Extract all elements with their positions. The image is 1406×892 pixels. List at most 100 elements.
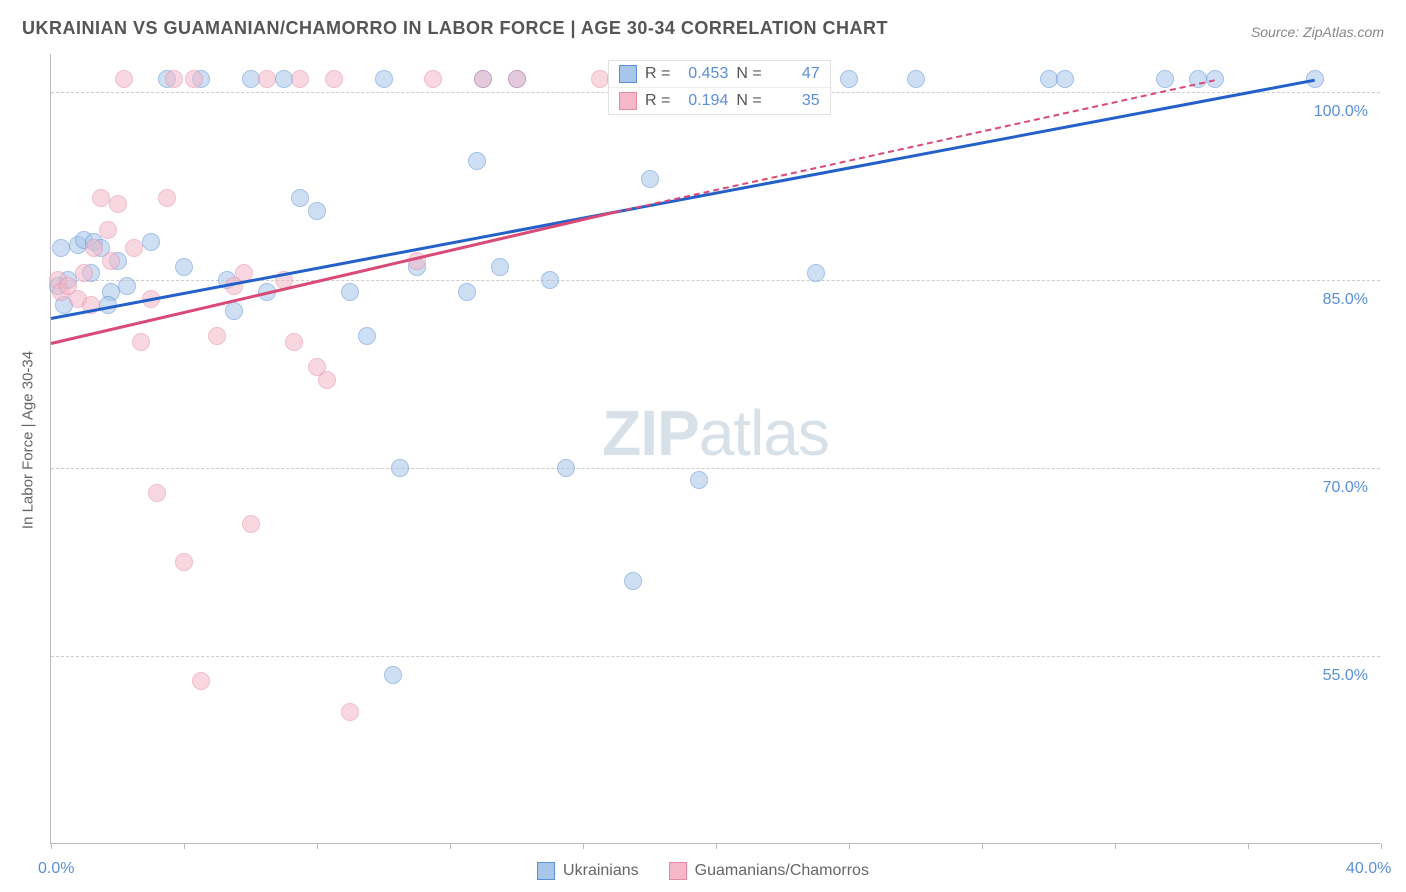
scatter-point [258,70,276,88]
gridline [51,468,1380,469]
x-tick [583,843,584,849]
x-tick-max: 40.0% [1346,860,1391,878]
scatter-point [1040,70,1058,88]
x-tick [317,843,318,849]
scatter-point [491,258,509,276]
legend-item: Ukrainians [537,862,639,880]
scatter-point [118,277,136,295]
scatter-point [158,189,176,207]
scatter-point [1156,70,1174,88]
legend-item: Guamanians/Chamorros [669,862,869,880]
x-tick [716,843,717,849]
x-tick [51,843,52,849]
scatter-point [99,221,117,239]
scatter-point [341,283,359,301]
stats-row: R = 0.453 N = 47 [609,61,830,88]
y-tick-label: 85.0% [1323,291,1368,309]
scatter-point [641,170,659,188]
n-value: 47 [770,65,820,83]
n-value: 35 [770,92,820,110]
watermark: ZIPatlas [602,396,829,470]
legend-label: Ukrainians [563,862,639,880]
x-tick [450,843,451,849]
scatter-point [840,70,858,88]
trendline [51,211,617,346]
scatter-point [474,70,492,88]
scatter-point [102,252,120,270]
n-label: N = [736,92,761,110]
scatter-point [341,703,359,721]
x-tick [1248,843,1249,849]
legend: Ukrainians Guamanians/Chamorros [537,862,869,880]
trendline [51,79,1315,320]
scatter-point [125,239,143,257]
scatter-point [285,333,303,351]
scatter-point [132,333,150,351]
scatter-point [591,70,609,88]
scatter-point [92,189,110,207]
watermark-light: atlas [699,397,829,469]
source-label: Source: ZipAtlas.com [1251,24,1384,40]
scatter-point [208,327,226,345]
stats-box: R = 0.453 N = 47 R = 0.194 N = 35 [608,60,831,115]
watermark-bold: ZIP [602,397,699,469]
scatter-point [508,70,526,88]
scatter-point [1056,70,1074,88]
scatter-point [308,202,326,220]
scatter-point [225,302,243,320]
scatter-point [557,459,575,477]
scatter-point [75,264,93,282]
scatter-point [291,70,309,88]
x-tick [184,843,185,849]
scatter-point [690,471,708,489]
legend-label: Guamanians/Chamorros [695,862,869,880]
scatter-point [384,666,402,684]
r-label: R = [645,92,670,110]
scatter-point [115,70,133,88]
gridline [51,656,1380,657]
scatter-point [109,195,127,213]
scatter-point [907,70,925,88]
scatter-point [148,484,166,502]
scatter-point [242,515,260,533]
scatter-point [175,258,193,276]
scatter-point [468,152,486,170]
legend-swatch [537,862,555,880]
scatter-point [624,572,642,590]
scatter-point [52,239,70,257]
scatter-point [85,239,103,257]
series-swatch [619,92,637,110]
r-value: 0.453 [678,65,728,83]
y-tick-label: 100.0% [1314,103,1368,121]
scatter-point [391,459,409,477]
legend-swatch [669,862,687,880]
scatter-point [375,70,393,88]
r-label: R = [645,65,670,83]
scatter-point [185,70,203,88]
n-label: N = [736,65,761,83]
stats-row: R = 0.194 N = 35 [609,88,830,114]
scatter-point [275,70,293,88]
chart-title: UKRAINIAN VS GUAMANIAN/CHAMORRO IN LABOR… [22,18,888,39]
scatter-point [175,553,193,571]
y-tick-label: 70.0% [1323,479,1368,497]
scatter-point [541,271,559,289]
x-tick [849,843,850,849]
scatter-point [291,189,309,207]
plot-area: ZIPatlas 55.0% 70.0% 85.0% 100.0% [50,54,1380,844]
r-value: 0.194 [678,92,728,110]
scatter-point [458,283,476,301]
x-tick-min: 0.0% [38,860,74,878]
y-axis-title: In Labor Force | Age 30-34 [20,351,37,529]
scatter-point [325,70,343,88]
scatter-point [142,233,160,251]
scatter-point [424,70,442,88]
x-tick [982,843,983,849]
scatter-point [358,327,376,345]
y-tick-label: 55.0% [1323,667,1368,685]
scatter-point [192,672,210,690]
scatter-point [1206,70,1224,88]
scatter-point [318,371,336,389]
series-swatch [619,65,637,83]
scatter-point [165,70,183,88]
